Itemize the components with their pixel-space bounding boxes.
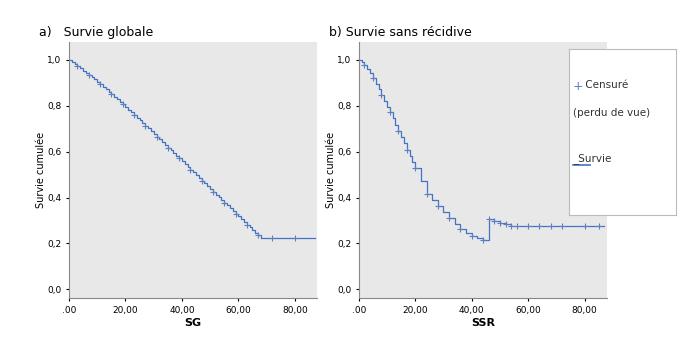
Point [106,91,117,97]
Point [477,238,489,243]
Point [593,223,604,228]
Point [511,223,522,228]
Point [393,128,404,134]
Point [139,123,150,128]
Point [367,75,378,81]
Point [230,211,241,217]
Y-axis label: Survie cumulée: Survie cumulée [36,132,46,208]
Point [208,189,219,195]
Point [384,110,395,115]
Point [506,223,517,228]
Point [117,101,128,107]
Text: b) Survie sans récidive: b) Survie sans récidive [329,26,472,39]
Point [410,166,421,171]
Y-axis label: Survie cumulée: Survie cumulée [326,132,335,208]
Point [483,217,494,222]
Point [83,72,95,78]
Point [174,155,185,161]
Text: +: + [573,80,583,93]
Text: Censuré: Censuré [582,80,628,90]
Text: a)   Survie globale: a) Survie globale [39,26,153,39]
Point [219,200,230,205]
Text: (perdu de vue): (perdu de vue) [573,108,650,118]
Point [545,223,556,228]
Point [376,92,387,98]
Point [466,233,477,239]
Point [444,215,455,221]
Point [72,64,83,69]
Point [495,220,506,225]
Point [421,191,432,197]
Point [402,147,413,152]
Point [128,112,139,118]
Point [185,167,196,172]
X-axis label: SSR: SSR [471,318,495,328]
Point [579,223,590,228]
Point [433,203,444,209]
Point [95,81,106,87]
Point [534,223,545,228]
Point [162,145,173,150]
Point [455,226,466,232]
Point [241,222,253,227]
Point [557,223,568,228]
Point [359,62,370,68]
Point [489,218,500,224]
Point [289,235,300,241]
Point [196,178,207,183]
X-axis label: SG: SG [185,318,201,328]
Text: _Survie: _Survie [573,153,611,163]
Point [151,134,162,139]
Point [500,221,511,227]
Point [253,232,264,238]
Point [522,223,533,228]
Point [267,235,278,241]
